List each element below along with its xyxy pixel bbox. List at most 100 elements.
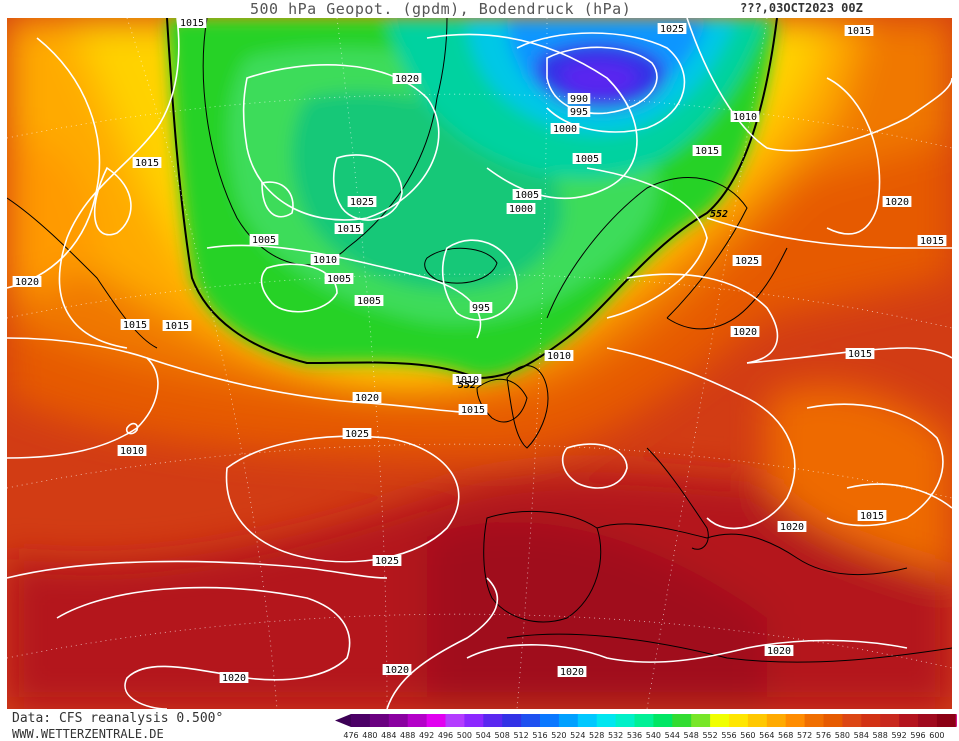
isobar-label-1005-a: 1005 (572, 153, 602, 165)
legend-swatch (596, 714, 617, 727)
svg-text:1015: 1015 (165, 321, 189, 332)
svg-text:1010: 1010 (733, 112, 757, 123)
legend-level-label: 488 (400, 731, 415, 740)
legend-swatch (691, 714, 711, 727)
legend-swatch (672, 714, 692, 727)
svg-text:1020: 1020 (767, 646, 791, 657)
legend-swatch (880, 714, 900, 727)
legend-level-label: 480 (362, 731, 377, 740)
legend-level-label: 524 (570, 731, 585, 740)
map-header: 500 hPa Geopot. (gpdm), Bodendruck (hPa)… (0, 0, 959, 18)
legend-level-label: 520 (551, 731, 566, 740)
isobar-label-1015-j: 1015 (857, 510, 887, 522)
svg-text:1000: 1000 (509, 204, 533, 215)
legend-level-label: 576 (816, 731, 831, 740)
svg-text:1000: 1000 (553, 124, 577, 135)
isobar-label-1025-b: 1025 (347, 196, 377, 208)
trough-shading (167, 18, 777, 378)
legend-swatch (634, 714, 654, 727)
legend-level-label: 568 (778, 731, 793, 740)
legend-swatch (426, 714, 446, 727)
graticule (7, 18, 952, 709)
svg-text:1015: 1015 (461, 405, 485, 416)
isobar-label-1020-d: 1020 (730, 326, 760, 338)
legend-level-label: 516 (532, 731, 547, 740)
weather-map: 1015 1020 1025 990 995 1000 1010 1015 1005 1005 10… (7, 18, 952, 709)
isobar-label-1025-a: 1025 (657, 23, 687, 35)
svg-text:1025: 1025 (660, 24, 684, 35)
legend-swatch (936, 714, 957, 727)
isobar-label-1025-c: 1025 (732, 255, 762, 267)
legend-level-label: 492 (419, 731, 434, 740)
svg-text:995: 995 (570, 107, 588, 118)
isobar-label-1020-e: 1020 (352, 392, 382, 404)
legend-level-label: 596 (910, 731, 925, 740)
legend-swatch (842, 714, 862, 727)
svg-text:1015: 1015 (920, 236, 944, 247)
legend-level-label: 528 (589, 731, 604, 740)
svg-text:1010: 1010 (547, 351, 571, 362)
legend-swatch (823, 714, 843, 727)
isobar-label-1010-e: 1010 (117, 445, 147, 457)
data-source-text: Data: CFS reanalysis 0.500° (12, 711, 224, 726)
legend-swatch (464, 714, 484, 727)
isobar-label-1005-c: 1005 (249, 234, 279, 246)
legend-swatch (388, 714, 409, 727)
legend-level-label: 564 (759, 731, 774, 740)
website-url-text: WWW.WETTERZENTRALE.DE (12, 727, 164, 741)
legend-level-label: 512 (513, 731, 528, 740)
legend-swatch (483, 714, 503, 727)
svg-text:1020: 1020 (222, 673, 246, 684)
legend-level-label: 580 (835, 731, 850, 740)
legend-swatch (653, 714, 673, 727)
isobar-label-1005-d: 1005 (324, 273, 354, 285)
legend-level-label: 592 (891, 731, 906, 740)
isobar-label-1025-e: 1025 (372, 555, 402, 567)
svg-text:990: 990 (570, 94, 588, 105)
svg-text:1020: 1020 (15, 277, 39, 288)
isobar-label-1015-k: 1015 (844, 25, 874, 37)
legend-level-label: 548 (684, 731, 699, 740)
legend-swatch (785, 714, 806, 727)
color-legend: 476 480 484 488 492 496 500 504 508 512 516 520 524 5… (335, 714, 957, 740)
isobar-label-1015-c: 1015 (334, 223, 364, 235)
legend-level-label: 572 (797, 731, 812, 740)
svg-text:1015: 1015 (847, 26, 871, 37)
svg-text:1005: 1005 (252, 235, 276, 246)
legend-swatch (558, 714, 579, 727)
svg-text:1020: 1020 (885, 197, 909, 208)
legend-swatch (369, 714, 390, 727)
isobar-label-1015-i: 1015 (845, 348, 875, 360)
isobar-label-995-b: 995 (469, 302, 493, 314)
isobar-label-1010-a: 1010 (730, 111, 760, 123)
isobar-label-1020-a: 1020 (392, 73, 422, 85)
legend-swatch (710, 714, 730, 727)
legend-swatch (540, 714, 560, 727)
legend-level-label: 508 (495, 731, 510, 740)
legend-swatch (766, 714, 787, 727)
geopot-label-552-b: 552 (458, 380, 476, 391)
svg-text:1015: 1015 (123, 320, 147, 331)
isobar-label-1005-b: 1005 (512, 189, 542, 201)
legend-swatch (521, 714, 541, 727)
isobar-label-1010-d: 1010 (544, 350, 574, 362)
isobar-label-1015-g: 1015 (162, 320, 192, 332)
isobar-label-1015-h: 1015 (458, 404, 488, 416)
geopot-label-552-a: 552 (710, 209, 728, 220)
svg-text:995: 995 (472, 303, 490, 314)
svg-text:1005: 1005 (357, 296, 381, 307)
isobar-label-1000-a: 1000 (550, 123, 580, 135)
legend-swatch (899, 714, 919, 727)
isobar-label-1005-e: 1005 (354, 295, 384, 307)
isobar-label-995-a: 995 (567, 106, 591, 118)
svg-text:1020: 1020 (780, 522, 804, 533)
legend-swatch (407, 714, 428, 727)
legend-swatch (804, 714, 824, 727)
svg-text:1025: 1025 (375, 556, 399, 567)
svg-text:1015: 1015 (860, 511, 884, 522)
isobar-label-1020-i: 1020 (557, 666, 587, 678)
isobar-label-1015-b: 1015 (692, 145, 722, 157)
isobar-labels: 1015 1020 1025 990 995 1000 1010 1015 1005 1005 10… (12, 18, 947, 684)
legend-level-label: 588 (873, 731, 888, 740)
svg-text:1015: 1015 (848, 349, 872, 360)
